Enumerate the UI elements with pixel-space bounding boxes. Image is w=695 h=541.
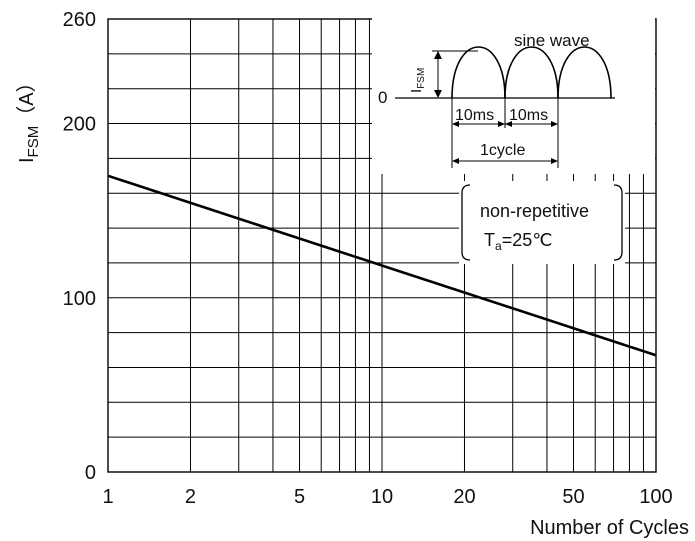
inset-dim-arrow-icon xyxy=(498,121,505,127)
x-tick-label: 10 xyxy=(371,486,393,508)
inset-half-wave-2 xyxy=(504,46,559,99)
inset-half-period-1: 10ms xyxy=(455,107,494,124)
inset-dim-arrow-icon xyxy=(551,121,558,127)
x-tick-label: 100 xyxy=(639,486,672,508)
inset-amp-sub: FSM xyxy=(416,68,427,89)
surge-current-line xyxy=(107,174,657,357)
inset-half-wave-1 xyxy=(451,46,506,99)
y-tick-label: 260 xyxy=(63,9,96,31)
sine-wave-inset: sine wave 0 IFSM 10ms 10ms 1cycle xyxy=(372,18,655,174)
inset-arrow-down-icon xyxy=(434,90,442,98)
annotation-background xyxy=(459,181,625,264)
x-tick-label: 5 xyxy=(294,486,305,508)
tick-labels: 1 2 5 10 20 50 100 0 100 200 260 xyxy=(63,9,673,508)
inset-dim-arrow-icon xyxy=(452,158,459,164)
annotation-t-main: T xyxy=(484,230,495,250)
inset-zero-label: 0 xyxy=(378,88,387,107)
inset-half-wave-3 xyxy=(557,46,612,99)
inset-cycle-label: 1cycle xyxy=(480,142,525,159)
annotation-left-bracket xyxy=(461,184,471,261)
inset-half-period-2: 10ms xyxy=(509,107,548,124)
x-tick-label: 1 xyxy=(102,486,113,508)
annotation-line-2: Ta=25℃ xyxy=(484,230,552,253)
inset-background xyxy=(372,18,655,174)
x-tick-label: 2 xyxy=(185,486,196,508)
inset-dim-arrow-icon xyxy=(505,121,512,127)
inset-dim-arrow-icon xyxy=(551,158,558,164)
y-tick-label: 100 xyxy=(63,288,96,310)
y-tick-label: 200 xyxy=(63,114,96,136)
annotation-t-rest: =25℃ xyxy=(502,230,553,250)
annotation-t-sub: a xyxy=(495,239,502,253)
y-axis-label-sub: FSM xyxy=(25,126,42,158)
annotation-right-bracket xyxy=(613,184,623,261)
inset-amp-main: I xyxy=(408,89,425,93)
series-layer xyxy=(107,174,657,357)
inset-dim-arrow-icon xyxy=(452,121,459,127)
x-axis-label: Number of Cycles xyxy=(530,517,689,539)
y-axis-label: IFSM（A） xyxy=(15,72,42,163)
y-axis-label-main: I xyxy=(16,157,38,163)
y-tick-label: 0 xyxy=(85,462,96,484)
annotation-line-1: non-repetitive xyxy=(480,201,589,221)
x-tick-label: 50 xyxy=(562,486,584,508)
inset-amp-label: IFSM xyxy=(408,68,427,93)
x-tick-label: 20 xyxy=(453,486,475,508)
y-axis-label-unit: （A） xyxy=(15,72,38,125)
inset-arrow-up-icon xyxy=(434,51,442,59)
inset-title: sine wave xyxy=(514,31,590,50)
condition-annotation: non-repetitive Ta=25℃ xyxy=(459,181,625,264)
